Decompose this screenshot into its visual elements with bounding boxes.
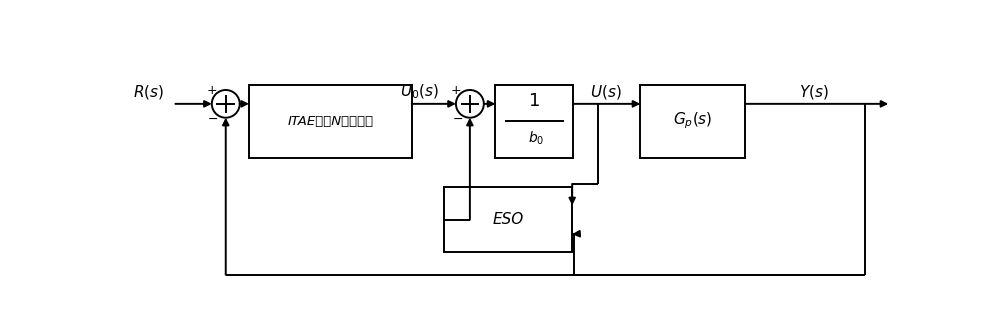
- Text: $R(s)$: $R(s)$: [133, 83, 164, 101]
- Text: 1: 1: [529, 92, 540, 110]
- Text: +: +: [206, 84, 217, 97]
- Text: $U(s)$: $U(s)$: [590, 83, 622, 101]
- Text: $Y(s)$: $Y(s)$: [799, 83, 829, 101]
- Bar: [640, 84, 745, 158]
- Text: $G_p(s)$: $G_p(s)$: [673, 111, 712, 132]
- Bar: [495, 84, 573, 158]
- Text: ITAE最优N型控制器: ITAE最优N型控制器: [287, 115, 373, 128]
- Text: ESO: ESO: [493, 212, 524, 227]
- Text: −: −: [208, 113, 219, 126]
- Bar: [444, 187, 572, 252]
- Text: −: −: [452, 113, 463, 126]
- Text: $U_0(s)$: $U_0(s)$: [400, 83, 439, 101]
- Text: +: +: [451, 84, 461, 97]
- Text: $b_0$: $b_0$: [528, 129, 544, 147]
- Bar: [249, 84, 412, 158]
